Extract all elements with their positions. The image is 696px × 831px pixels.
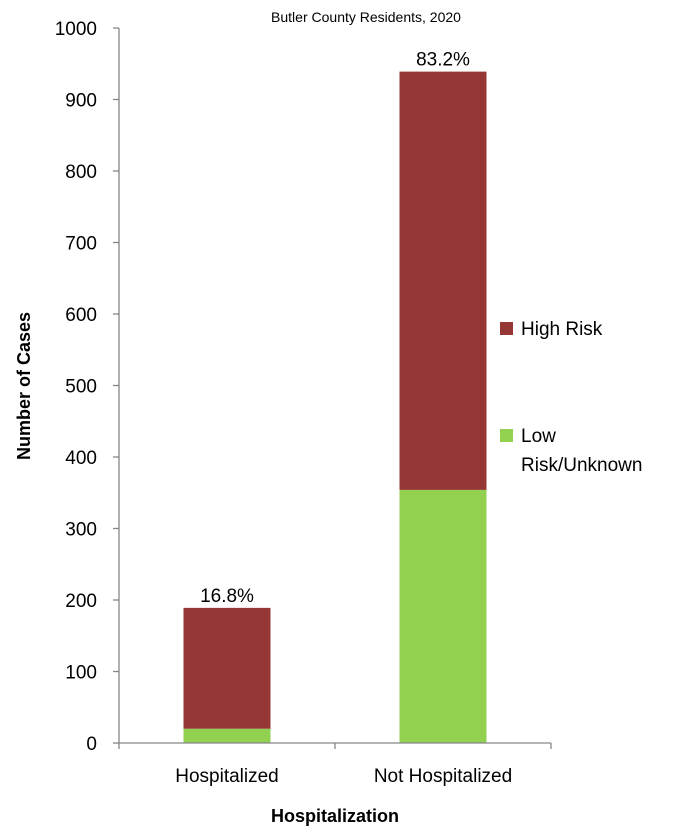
x-ticks: Hospitalized Not Hospitalized: [118, 743, 552, 787]
x-tick-label-hospitalized: Hospitalized: [175, 766, 279, 787]
bar-not-hospitalized-high-risk: [399, 71, 487, 490]
y-axis-title: Number of Cases: [14, 312, 34, 460]
y-tick-label: 500: [65, 377, 97, 398]
y-tick-label: 1000: [55, 19, 97, 40]
y-tick-label: 200: [65, 591, 97, 612]
y-tick-label: 600: [65, 305, 97, 326]
legend-label-high-risk: High Risk: [521, 319, 603, 340]
bars: [183, 71, 487, 743]
x-axis-title: Hospitalization: [271, 806, 399, 826]
y-tick-label: 900: [65, 91, 97, 112]
data-label-hospitalized: 16.8%: [200, 586, 254, 607]
legend-label-low-risk-unknown: Risk/Unknown: [521, 455, 642, 476]
legend: High Risk Low Risk/Unknown: [500, 319, 642, 476]
y-tick-label: 800: [65, 162, 97, 183]
y-tick-label: 700: [65, 234, 97, 255]
bar-hospitalized-high-risk: [183, 607, 271, 729]
y-tick-label: 0: [86, 734, 97, 755]
data-label-not-hospitalized: 83.2%: [416, 50, 470, 71]
y-ticks: 0 100 200 300 400 500 600 700 800 900 1000: [55, 19, 119, 755]
legend-swatch-low-risk-unknown: [500, 429, 513, 442]
y-tick-label: 300: [65, 520, 97, 541]
y-tick-label: 400: [65, 448, 97, 469]
data-labels: 16.8% 83.2%: [200, 50, 470, 607]
chart-title: Butler County Residents, 2020: [271, 9, 461, 25]
bar-not-hospitalized-low-risk-unknown: [399, 489, 487, 743]
bar-hospitalized-low-risk-unknown: [183, 728, 271, 743]
legend-label-low-risk-unknown: Low: [521, 426, 556, 447]
x-tick-label-not-hospitalized: Not Hospitalized: [374, 766, 512, 787]
legend-swatch-high-risk: [500, 322, 513, 335]
y-tick-label: 100: [65, 663, 97, 684]
